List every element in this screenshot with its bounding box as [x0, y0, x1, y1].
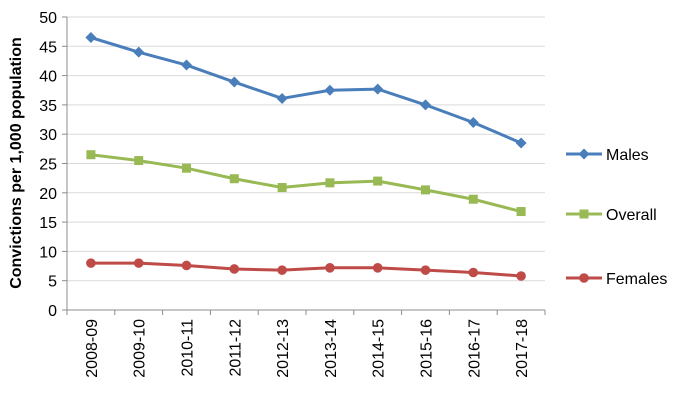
x-tick-label: 2008-09 [84, 319, 101, 378]
x-tick-label: 2011-12 [227, 319, 244, 377]
data-point-females [468, 267, 479, 278]
series-overall [86, 150, 526, 217]
legend-label-females: Females [606, 271, 667, 288]
data-point-overall [373, 176, 383, 186]
data-point-females [229, 264, 240, 274]
legend-label-overall: Overall [606, 207, 657, 224]
data-point-overall [134, 156, 144, 166]
data-point-males [420, 99, 431, 111]
data-point-overall [468, 194, 478, 204]
y-tick-label: 35 [39, 98, 57, 115]
data-point-females [86, 258, 96, 268]
axes: 0 5 10 15 20 25 30 35 40 45 50 2008-09 2009-10 2010-1… [39, 10, 546, 378]
series-line-males [90, 36, 522, 145]
y-tick-label: 25 [39, 157, 57, 174]
series-males [85, 32, 527, 149]
legend-item-males: Males [566, 147, 649, 164]
data-point-females [181, 260, 192, 271]
legend-label-males: Males [606, 147, 649, 164]
x-tick-label: 2009-10 [132, 319, 149, 378]
y-tick-label: 5 [48, 274, 57, 291]
data-point-females [372, 263, 383, 273]
x-tick-label: 2010-11 [180, 319, 197, 377]
data-point-males [133, 46, 145, 58]
data-point-females [133, 258, 144, 268]
y-tick-label: 10 [39, 244, 57, 261]
y-tick-label: 0 [48, 303, 57, 320]
series-line-females [90, 261, 522, 278]
data-point-overall [516, 207, 526, 217]
x-tick-label: 2017-18 [514, 319, 531, 378]
y-tick-label: 30 [39, 127, 57, 144]
data-point-overall [421, 185, 430, 195]
y-tick-label: 50 [39, 10, 57, 27]
series-females [86, 258, 526, 281]
data-point-overall [182, 163, 191, 173]
data-point-males [515, 137, 527, 149]
data-point-males [228, 76, 240, 88]
series-line-overall [90, 153, 522, 214]
data-point-females [516, 271, 526, 281]
data-point-females [420, 265, 431, 275]
x-tick-label: 2012-13 [275, 319, 292, 378]
y-tick-label: 15 [39, 215, 57, 232]
data-point-overall [277, 183, 287, 193]
legend-marker-males [578, 148, 590, 160]
data-point-overall [325, 178, 335, 188]
data-point-males [85, 32, 97, 44]
series-layer [85, 32, 527, 281]
data-point-males [467, 116, 479, 128]
data-point-overall [229, 174, 239, 184]
y-tick-label: 45 [39, 39, 57, 56]
x-tick-label: 2013-14 [323, 319, 340, 378]
x-tick-label: 2014-15 [371, 319, 388, 378]
data-point-overall [86, 150, 96, 160]
data-point-males [372, 83, 384, 95]
y-tick-label: 40 [39, 69, 57, 86]
data-point-males [276, 92, 288, 104]
data-point-females [325, 263, 335, 273]
x-tick-label: 2015-16 [419, 319, 436, 378]
x-tick-label: 2016-17 [466, 319, 483, 378]
y-axis-title: Convictions per 1,000 population [8, 37, 25, 289]
data-point-females [277, 265, 287, 275]
y-tick-label: 20 [39, 186, 57, 203]
legend-marker-overall [579, 209, 589, 219]
data-point-males [324, 84, 336, 96]
legend: Males Overall Females [566, 147, 667, 288]
data-point-males [181, 59, 192, 71]
gridlines [67, 16, 545, 282]
legend-item-overall: Overall [566, 207, 657, 224]
legend-item-females: Females [566, 271, 667, 288]
legend-marker-females [579, 273, 589, 283]
